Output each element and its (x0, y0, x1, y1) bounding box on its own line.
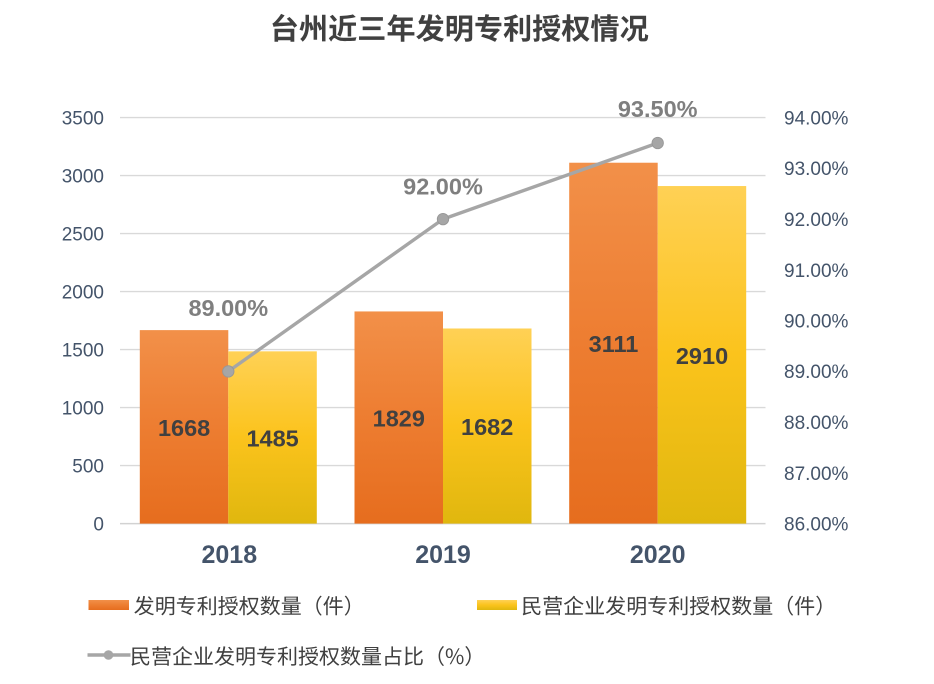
svg-text:500: 500 (72, 457, 104, 478)
svg-text:1000: 1000 (62, 399, 104, 420)
svg-text:2020: 2020 (630, 541, 686, 569)
svg-text:3111: 3111 (589, 331, 639, 357)
svg-text:88.00%: 88.00% (784, 413, 849, 434)
svg-text:92.00%: 92.00% (403, 174, 483, 200)
svg-text:1668: 1668 (158, 415, 210, 441)
svg-text:90.00%: 90.00% (784, 312, 849, 333)
svg-text:2018: 2018 (201, 541, 257, 569)
svg-text:92.00%: 92.00% (784, 210, 849, 231)
svg-text:86.00%: 86.00% (784, 515, 849, 536)
svg-text:3500: 3500 (62, 109, 104, 130)
svg-text:2500: 2500 (62, 225, 104, 246)
svg-text:87.00%: 87.00% (784, 464, 849, 485)
svg-text:1829: 1829 (373, 406, 425, 432)
svg-text:2000: 2000 (62, 283, 104, 304)
svg-text:1500: 1500 (62, 341, 104, 362)
svg-text:93.50%: 93.50% (618, 96, 698, 122)
svg-text:1485: 1485 (246, 426, 298, 452)
svg-text:3000: 3000 (62, 167, 104, 188)
svg-text:89.00%: 89.00% (784, 362, 849, 383)
svg-text:2910: 2910 (676, 343, 728, 369)
svg-text:93.00%: 93.00% (784, 159, 849, 180)
svg-text:91.00%: 91.00% (784, 261, 849, 282)
svg-text:94.00%: 94.00% (784, 109, 849, 130)
svg-text:89.00%: 89.00% (188, 295, 268, 321)
svg-text:2019: 2019 (415, 541, 471, 569)
svg-text:1682: 1682 (461, 414, 513, 440)
svg-text:0: 0 (93, 515, 104, 536)
